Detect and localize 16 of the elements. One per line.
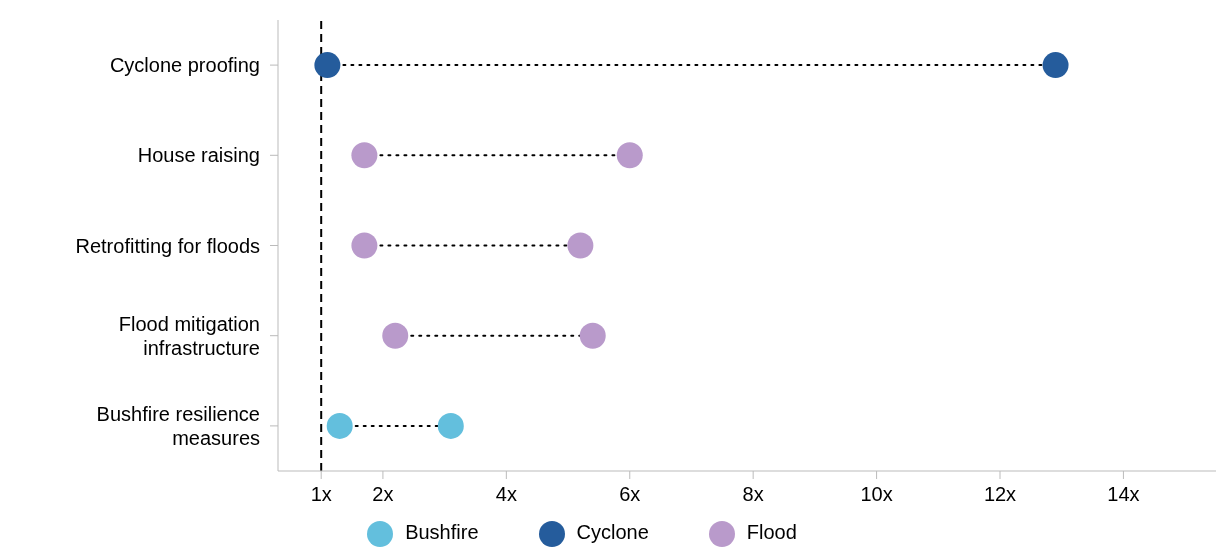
legend-label: Flood <box>746 521 797 544</box>
x-tick-label: 1x <box>310 483 332 506</box>
x-tick-label: 12x <box>983 483 1017 506</box>
x-tick-label: 8x <box>742 483 764 506</box>
legend-label: Bushfire <box>405 521 479 544</box>
y-tick-label: Cyclone proofing <box>109 54 260 77</box>
x-tick-label: 10x <box>860 483 893 506</box>
x-tick-label: 14x <box>1107 483 1140 506</box>
y-tick-label: Retrofitting for floods <box>75 234 260 257</box>
legend-label: Cyclone <box>576 521 649 544</box>
x-tick-label: 4x <box>495 483 517 506</box>
y-tick-label: Flood mitigation infrastructure <box>118 312 260 359</box>
x-tick-label: 6x <box>619 483 641 506</box>
y-tick-label: House raising <box>137 144 260 167</box>
y-tick-label: Bushfire resilience measures <box>96 402 260 449</box>
x-tick-label: 2x <box>372 483 394 506</box>
